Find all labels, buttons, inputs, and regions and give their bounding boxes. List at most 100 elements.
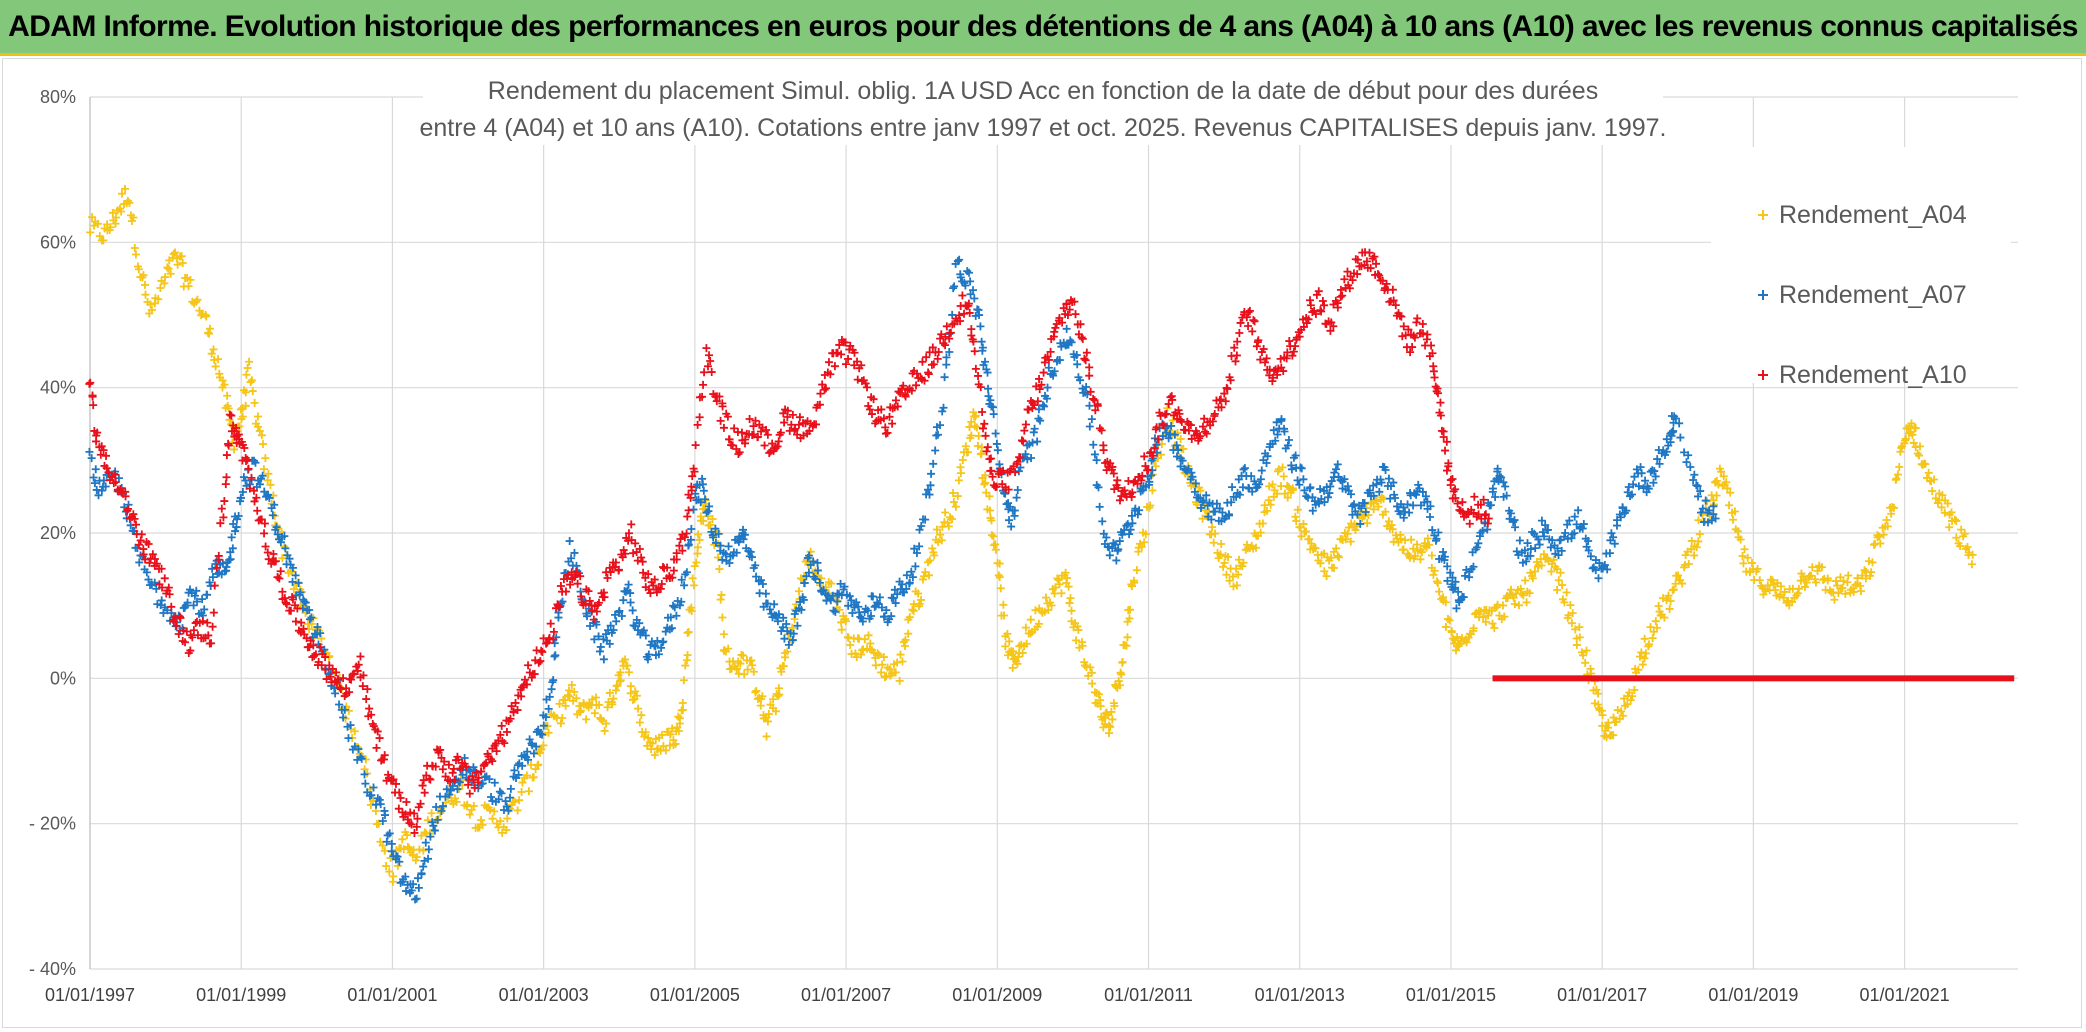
series-a07-marker xyxy=(644,650,653,659)
series-a10-marker xyxy=(1373,270,1382,279)
series-a07-marker xyxy=(1667,431,1676,440)
series-a07-marker xyxy=(725,559,734,568)
series-a04-marker xyxy=(1297,532,1306,541)
series-a07-marker xyxy=(1273,430,1282,439)
series-a07-marker xyxy=(858,617,867,626)
series-a04-marker xyxy=(1151,462,1160,471)
series-a04-marker xyxy=(246,378,255,387)
series-a07-marker xyxy=(624,580,633,589)
series-a07-marker xyxy=(534,725,543,734)
series-a04-marker xyxy=(1887,509,1896,518)
series-a10-marker xyxy=(773,442,782,451)
series-a04-marker xyxy=(1057,589,1066,598)
series-a07-marker xyxy=(502,802,511,811)
series-a10-marker xyxy=(844,354,853,363)
series-a04-marker xyxy=(1730,507,1739,516)
series-a04-marker xyxy=(941,508,950,517)
series-a07-marker xyxy=(898,580,907,589)
series-a07-marker xyxy=(281,544,290,553)
series-a04-marker xyxy=(1660,613,1669,622)
series-a07-marker xyxy=(1384,474,1393,483)
series-a10-marker xyxy=(332,668,341,677)
series-a04-marker xyxy=(1867,568,1876,577)
series-a04-marker xyxy=(1201,506,1210,515)
series-a10-marker xyxy=(1086,387,1095,396)
series-a07-marker xyxy=(1520,546,1529,555)
series-a07-marker xyxy=(917,521,926,530)
series-a04-marker xyxy=(1930,475,1939,484)
series-a04-marker xyxy=(1963,542,1972,551)
series-a07-marker xyxy=(101,482,110,491)
series-a10-marker xyxy=(145,558,154,567)
series-a04-marker xyxy=(1232,564,1241,573)
series-a10-marker xyxy=(639,568,648,577)
series-a07-marker xyxy=(1271,436,1280,445)
series-a04-marker xyxy=(1360,512,1369,521)
series-a04-marker xyxy=(259,465,268,474)
series-a07-marker xyxy=(1682,458,1691,467)
series-a04-marker xyxy=(477,816,486,825)
series-a10-marker xyxy=(1024,405,1033,414)
series-a10-marker xyxy=(1442,466,1451,475)
series-a07-marker xyxy=(437,806,446,815)
series-a10-marker xyxy=(150,555,159,564)
series-a07-marker xyxy=(1240,464,1249,473)
series-a07-marker xyxy=(724,542,733,551)
series-a10-marker xyxy=(978,408,987,417)
series-a10-marker xyxy=(1465,519,1474,528)
series-a04-marker xyxy=(166,269,175,278)
series-a07-marker xyxy=(939,403,948,412)
series-a10-marker xyxy=(474,773,483,782)
series-a07-marker xyxy=(1428,526,1437,535)
series-a07-marker xyxy=(902,584,911,593)
series-a10-marker xyxy=(157,564,166,573)
series-a07-marker xyxy=(1225,511,1234,520)
series-a07-marker xyxy=(387,839,396,848)
series-a07-marker xyxy=(150,578,159,587)
series-a07-marker xyxy=(523,747,532,756)
series-a10-marker xyxy=(220,497,229,506)
series-a07-marker xyxy=(424,854,433,863)
series-a10-marker xyxy=(1097,426,1106,435)
series-a04-marker xyxy=(118,189,127,198)
series-a07-marker xyxy=(1644,484,1653,493)
series-a10-marker xyxy=(650,575,659,584)
series-a04-marker xyxy=(171,248,180,257)
series-a10-marker xyxy=(611,558,620,567)
series-a10-marker xyxy=(853,357,862,366)
series-a04-marker xyxy=(1651,617,1660,626)
x-tick-label: 01/01/2021 xyxy=(1860,985,1950,1005)
series-a04-marker xyxy=(465,810,474,819)
series-a10-marker xyxy=(1124,477,1133,486)
series-a07-marker xyxy=(268,511,277,520)
series-a04-marker xyxy=(1311,544,1320,553)
series-a07-marker xyxy=(983,368,992,377)
series-a10-marker xyxy=(1231,357,1240,366)
series-a04-marker xyxy=(130,243,139,252)
series-a04-marker xyxy=(963,448,972,457)
series-a07-marker xyxy=(428,818,437,827)
series-a04-marker xyxy=(1771,586,1780,595)
series-a07-marker xyxy=(316,629,325,638)
series-a04-marker xyxy=(582,715,591,724)
series-a07-marker xyxy=(687,524,696,533)
series-a04-marker xyxy=(1080,661,1089,670)
series-a04-marker xyxy=(1558,581,1567,590)
series-a07-marker xyxy=(596,642,605,651)
series-a04-marker xyxy=(1381,507,1390,516)
series-a10-marker xyxy=(1208,417,1217,426)
series-a07-marker xyxy=(877,603,886,612)
series-a07-marker xyxy=(1535,540,1544,549)
x-tick-label: 01/01/2017 xyxy=(1557,985,1647,1005)
series-a04-marker xyxy=(1830,595,1839,604)
series-a10-marker xyxy=(1391,301,1400,310)
series-a10-marker xyxy=(1343,267,1352,276)
series-a10-marker xyxy=(702,344,711,353)
series-a07-marker xyxy=(1662,447,1671,456)
series-a07-marker xyxy=(1023,455,1032,464)
series-a04-marker xyxy=(1717,467,1726,476)
series-a07-marker xyxy=(1557,546,1566,555)
series-a04-marker xyxy=(561,701,570,710)
series-a10-marker xyxy=(203,618,212,627)
series-a10-marker xyxy=(704,362,713,371)
